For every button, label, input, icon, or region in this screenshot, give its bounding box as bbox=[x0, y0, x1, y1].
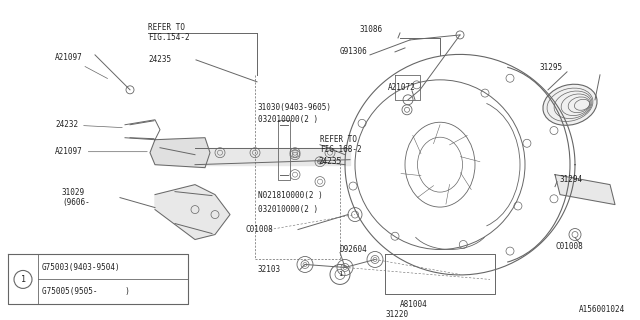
Ellipse shape bbox=[543, 84, 597, 125]
Text: 032010000(2 ): 032010000(2 ) bbox=[258, 205, 318, 214]
Text: REFER TO: REFER TO bbox=[148, 23, 185, 32]
Text: G75003(9403-9504): G75003(9403-9504) bbox=[42, 263, 120, 272]
Polygon shape bbox=[555, 175, 615, 204]
Text: C01008: C01008 bbox=[245, 225, 273, 234]
Text: C01008: C01008 bbox=[555, 242, 583, 251]
Text: FIG.154-2: FIG.154-2 bbox=[148, 33, 189, 43]
Text: (9606-: (9606- bbox=[62, 198, 90, 207]
Text: D92604: D92604 bbox=[340, 245, 368, 254]
Text: 31030(9403-9605): 31030(9403-9605) bbox=[258, 103, 332, 112]
Text: G75005(9505-      ): G75005(9505- ) bbox=[42, 287, 130, 296]
Text: REFER TO: REFER TO bbox=[320, 135, 357, 144]
Text: 032010000(2 ): 032010000(2 ) bbox=[258, 115, 318, 124]
Text: A156001024: A156001024 bbox=[579, 305, 625, 314]
Text: 24232: 24232 bbox=[55, 120, 122, 129]
Text: 24235: 24235 bbox=[318, 157, 341, 166]
Polygon shape bbox=[150, 138, 210, 168]
Text: N021810000(2 ): N021810000(2 ) bbox=[258, 191, 323, 200]
Text: 31295: 31295 bbox=[540, 63, 563, 72]
Text: 31029: 31029 bbox=[62, 188, 85, 197]
Text: 32103: 32103 bbox=[258, 265, 281, 274]
Text: 24235: 24235 bbox=[148, 55, 171, 64]
Text: A21097: A21097 bbox=[55, 147, 147, 156]
Text: 31086: 31086 bbox=[360, 25, 383, 35]
Text: 31294: 31294 bbox=[560, 175, 583, 184]
Text: FIG.168-2: FIG.168-2 bbox=[320, 145, 362, 154]
Text: 31220: 31220 bbox=[385, 310, 408, 319]
Text: G91306: G91306 bbox=[340, 47, 368, 56]
Text: A81004: A81004 bbox=[400, 300, 428, 309]
Polygon shape bbox=[155, 185, 230, 239]
Text: 1: 1 bbox=[338, 271, 342, 277]
Polygon shape bbox=[195, 148, 350, 165]
Text: A21097: A21097 bbox=[55, 53, 108, 78]
Text: A21072: A21072 bbox=[388, 83, 416, 92]
Text: 1: 1 bbox=[20, 275, 26, 284]
